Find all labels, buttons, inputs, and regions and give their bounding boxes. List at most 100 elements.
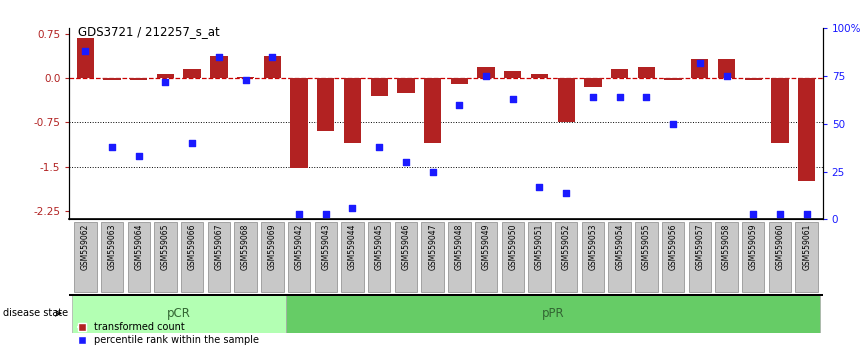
Text: GSM559050: GSM559050	[508, 224, 517, 270]
Text: GDS3721 / 212257_s_at: GDS3721 / 212257_s_at	[78, 25, 220, 38]
Point	[799, 211, 813, 217]
Bar	[611, 69, 629, 78]
Point	[666, 121, 680, 127]
Point	[506, 96, 520, 102]
FancyBboxPatch shape	[688, 222, 711, 292]
FancyBboxPatch shape	[100, 222, 123, 292]
Point	[79, 48, 93, 54]
Bar	[798, 78, 816, 181]
Bar	[290, 78, 307, 168]
FancyBboxPatch shape	[314, 222, 337, 292]
FancyBboxPatch shape	[154, 222, 177, 292]
Point	[346, 205, 359, 211]
Point	[746, 211, 760, 217]
Bar	[424, 78, 442, 143]
Bar	[772, 78, 789, 143]
Bar	[397, 78, 415, 93]
Text: GSM559048: GSM559048	[455, 224, 464, 270]
Bar	[263, 56, 281, 78]
Text: GSM559068: GSM559068	[241, 224, 250, 270]
Text: GSM559069: GSM559069	[268, 224, 277, 270]
Text: GSM559055: GSM559055	[642, 224, 651, 270]
FancyBboxPatch shape	[475, 222, 497, 292]
Bar	[317, 78, 334, 131]
Text: GSM559059: GSM559059	[749, 224, 758, 270]
Point	[372, 144, 386, 150]
Point	[586, 94, 600, 100]
Text: GSM559062: GSM559062	[81, 224, 90, 270]
Bar	[103, 78, 120, 80]
FancyBboxPatch shape	[769, 222, 792, 292]
Bar	[664, 78, 682, 80]
Text: GSM559044: GSM559044	[348, 224, 357, 270]
FancyBboxPatch shape	[609, 222, 630, 292]
FancyBboxPatch shape	[448, 222, 470, 292]
Point	[105, 144, 119, 150]
FancyBboxPatch shape	[181, 222, 204, 292]
Text: pPR: pPR	[541, 307, 564, 320]
Text: GSM559051: GSM559051	[535, 224, 544, 270]
FancyBboxPatch shape	[368, 222, 391, 292]
Point	[479, 73, 493, 79]
Point	[426, 169, 440, 175]
FancyBboxPatch shape	[582, 222, 604, 292]
FancyBboxPatch shape	[262, 222, 283, 292]
Point	[773, 211, 787, 217]
Bar	[691, 59, 708, 78]
FancyBboxPatch shape	[796, 222, 818, 292]
Bar	[477, 67, 494, 78]
Point	[613, 94, 627, 100]
Bar	[558, 78, 575, 122]
Text: GSM559067: GSM559067	[215, 224, 223, 270]
Text: GSM559043: GSM559043	[321, 224, 330, 270]
FancyBboxPatch shape	[662, 222, 684, 292]
FancyBboxPatch shape	[288, 222, 310, 292]
Text: GSM559054: GSM559054	[615, 224, 624, 270]
FancyBboxPatch shape	[72, 294, 286, 333]
Bar	[130, 78, 147, 80]
Point	[239, 77, 253, 83]
Text: GSM559045: GSM559045	[375, 224, 384, 270]
Text: GSM559049: GSM559049	[481, 224, 490, 270]
Point	[319, 211, 333, 217]
Point	[720, 73, 734, 79]
Bar	[371, 78, 388, 96]
Bar	[237, 77, 255, 78]
Point	[399, 159, 413, 165]
Point	[185, 140, 199, 146]
Point	[265, 54, 279, 60]
Text: GSM559042: GSM559042	[294, 224, 304, 270]
Bar	[210, 56, 228, 78]
FancyBboxPatch shape	[127, 222, 150, 292]
Legend: transformed count, percentile rank within the sample: transformed count, percentile rank withi…	[74, 319, 262, 349]
FancyBboxPatch shape	[715, 222, 738, 292]
Text: GSM559063: GSM559063	[107, 224, 117, 270]
Text: GSM559052: GSM559052	[562, 224, 571, 270]
Text: pCR: pCR	[167, 307, 191, 320]
FancyBboxPatch shape	[74, 222, 96, 292]
FancyBboxPatch shape	[528, 222, 551, 292]
Bar	[531, 74, 548, 78]
Point	[559, 190, 573, 195]
FancyBboxPatch shape	[742, 222, 765, 292]
FancyBboxPatch shape	[286, 294, 820, 333]
Bar	[450, 78, 468, 84]
Bar	[184, 69, 201, 78]
FancyBboxPatch shape	[235, 222, 257, 292]
Bar	[637, 67, 655, 78]
Point	[693, 60, 707, 65]
Bar	[745, 78, 762, 80]
Text: disease state: disease state	[3, 308, 68, 318]
FancyBboxPatch shape	[395, 222, 417, 292]
Bar	[76, 38, 94, 78]
Bar	[504, 71, 521, 78]
Point	[212, 54, 226, 60]
FancyBboxPatch shape	[422, 222, 444, 292]
Text: GSM559066: GSM559066	[188, 224, 197, 270]
Text: GSM559064: GSM559064	[134, 224, 143, 270]
Bar	[344, 78, 361, 143]
Text: GSM559058: GSM559058	[722, 224, 731, 270]
Bar	[718, 59, 735, 78]
Text: GSM559060: GSM559060	[775, 224, 785, 270]
Bar	[585, 78, 602, 87]
